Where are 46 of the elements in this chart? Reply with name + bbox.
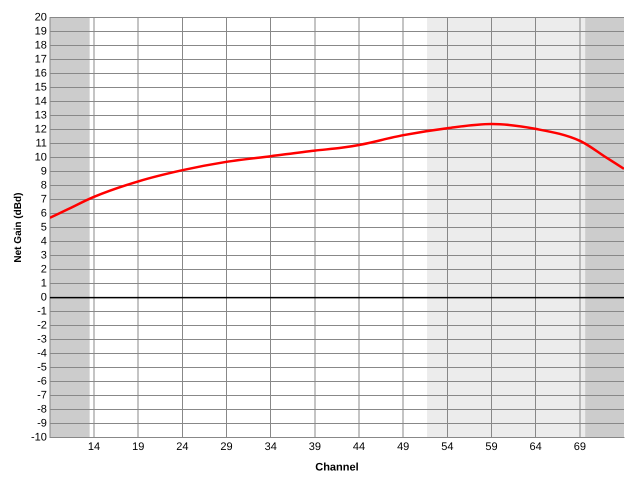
x-tick-label: 44 — [352, 441, 366, 454]
y-tick-label: 12 — [34, 124, 47, 136]
x-tick-label: 29 — [220, 441, 233, 454]
y-tick-label: 13 — [34, 110, 47, 122]
x-tick-label: 39 — [308, 441, 321, 454]
y-tick-label: -8 — [37, 404, 47, 416]
y-tick-label: 14 — [34, 96, 47, 108]
y-tick-label: 2 — [40, 264, 47, 276]
x-tick-label: 54 — [441, 441, 454, 454]
y-tick-label: 20 — [34, 12, 47, 24]
line-series — [50, 122, 624, 220]
y-tick-label: -5 — [37, 362, 47, 374]
y-tick-label: 7 — [40, 194, 47, 206]
x-tick-label: 14 — [88, 441, 100, 454]
x-tick-label: 24 — [176, 441, 189, 454]
y-tick-label: -6 — [37, 376, 47, 388]
x-tick-label: 34 — [264, 441, 277, 454]
y-tick-label: 18 — [34, 40, 47, 52]
y-tick-label: 6 — [40, 208, 47, 220]
x-axis-title: Channel — [315, 461, 359, 474]
y-tick-label: 1 — [40, 278, 47, 290]
y-tick-label: -3 — [37, 334, 47, 346]
x-tick-label: 49 — [397, 441, 410, 454]
x-tick-label: 69 — [574, 441, 586, 454]
y-tick-label: 15 — [34, 82, 47, 94]
y-tick-label: 8 — [40, 180, 47, 192]
y-tick-label: 9 — [40, 166, 47, 178]
y-tick-label: -9 — [37, 418, 47, 430]
y-tick-label: -7 — [37, 390, 47, 402]
x-tick-label: 19 — [132, 441, 144, 454]
y-tick-label: -10 — [30, 432, 47, 444]
y-tick-label: 5 — [40, 222, 47, 234]
y-tick-label: 16 — [34, 68, 47, 80]
y-tick-label: -1 — [37, 306, 47, 318]
y-tick-label: 19 — [34, 26, 47, 38]
x-tick-label: 59 — [485, 441, 498, 454]
y-tick-label: 17 — [34, 54, 47, 66]
y-tick-label: 0 — [40, 292, 47, 304]
y-tick-label: 11 — [35, 138, 47, 150]
y-axis-title: Net Gain (dBd) — [12, 192, 24, 263]
y-tick-label: 10 — [34, 152, 47, 164]
y-tick-label: 3 — [40, 250, 47, 262]
y-tick-label: -4 — [37, 348, 47, 360]
x-tick-label: 64 — [530, 441, 542, 454]
y-tick-label: -2 — [37, 320, 47, 332]
y-tick-label: 4 — [40, 236, 47, 248]
